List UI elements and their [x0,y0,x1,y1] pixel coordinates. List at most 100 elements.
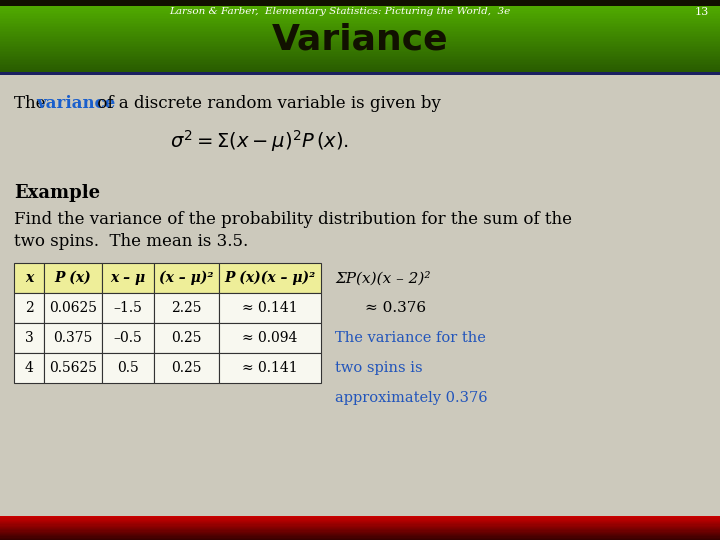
Bar [0,523,720,525]
Text: approximately 0.376: approximately 0.376 [335,391,487,405]
Text: 4: 4 [24,361,33,375]
Bar [0,536,720,538]
Bar [14,293,44,323]
Bar [102,293,154,323]
Bar [44,263,102,293]
Text: variance: variance [36,94,115,111]
Bar [0,517,720,519]
Bar [0,37,720,40]
Bar [0,12,720,15]
Bar [0,11,720,14]
Bar [0,56,720,58]
Bar [0,70,720,73]
Text: x: x [25,271,33,285]
Bar [14,353,44,383]
Text: Variance: Variance [271,22,449,56]
Bar [0,26,720,29]
Bar [0,24,720,27]
Bar [0,531,720,534]
Bar [154,323,219,353]
Bar [0,518,720,521]
Text: ΣP(x)(x – 2)²: ΣP(x)(x – 2)² [335,271,431,285]
Bar [154,293,219,323]
Text: ≈ 0.376: ≈ 0.376 [365,301,426,315]
Bar [0,527,720,529]
Bar [0,19,720,22]
Text: (x – μ)²: (x – μ)² [159,271,214,285]
Bar [0,538,720,540]
Bar [0,28,720,30]
Text: 0.0625: 0.0625 [49,301,97,315]
Text: 2: 2 [24,301,33,315]
Bar [219,263,321,293]
Text: The variance for the: The variance for the [335,331,486,345]
Text: :: : [82,184,88,202]
Bar [0,64,720,66]
Bar [0,65,720,68]
Bar [102,263,154,293]
Bar [44,323,102,353]
Bar [0,72,720,75]
Bar [0,522,720,524]
Bar [0,524,720,526]
Text: two spins is: two spins is [335,361,423,375]
Text: two spins.  The mean is 3.5.: two spins. The mean is 3.5. [14,233,248,249]
Bar [0,49,720,51]
Text: 2.25: 2.25 [171,301,202,315]
Bar [0,0,720,6]
Text: 0.5625: 0.5625 [49,361,97,375]
Bar [0,52,720,55]
Bar [0,40,720,43]
Text: 13: 13 [695,7,709,17]
Bar [44,353,102,383]
Bar [0,6,720,9]
Bar [0,16,720,18]
Bar [0,21,720,24]
Bar [0,519,720,522]
Bar [0,539,720,540]
Text: P (x)(x – μ)²: P (x)(x – μ)² [225,271,315,285]
Text: ≈ 0.141: ≈ 0.141 [242,301,298,315]
Bar [0,23,720,25]
Bar [0,31,720,33]
Bar [14,263,44,293]
Bar [0,47,720,50]
Bar [0,8,720,10]
Bar [0,521,720,523]
Bar [0,525,720,528]
Text: Example: Example [14,184,100,202]
Bar [0,530,720,532]
Text: 0.5: 0.5 [117,361,139,375]
Text: of a discrete random variable is given by: of a discrete random variable is given b… [92,94,441,111]
Bar [0,29,720,32]
Text: 0.25: 0.25 [171,331,202,345]
Text: –1.5: –1.5 [114,301,143,315]
Bar [0,60,720,63]
Bar [219,323,321,353]
Text: P (x): P (x) [55,271,91,285]
Bar [0,34,720,37]
Bar [0,9,720,12]
Bar [0,69,720,71]
Bar [102,353,154,383]
Text: –0.5: –0.5 [114,331,143,345]
Bar [14,323,44,353]
Text: Find the variance of the probability distribution for the sum of the: Find the variance of the probability dis… [14,211,572,227]
Bar [0,45,720,48]
Text: 0.375: 0.375 [53,331,93,345]
Bar [219,293,321,323]
Bar [154,353,219,383]
Bar [0,59,720,62]
Bar [0,42,720,45]
Bar [0,39,720,42]
Text: The: The [14,94,50,111]
Bar [0,528,720,530]
Bar [0,533,720,535]
Text: ≈ 0.141: ≈ 0.141 [242,361,298,375]
Text: $\sigma^2 = \Sigma(x-\mu)^2 P\,(x).$: $\sigma^2 = \Sigma(x-\mu)^2 P\,(x).$ [170,128,349,154]
Text: x – μ: x – μ [110,271,145,285]
Bar [0,57,720,60]
Bar [0,54,720,57]
Bar [154,263,219,293]
Bar [0,516,720,518]
